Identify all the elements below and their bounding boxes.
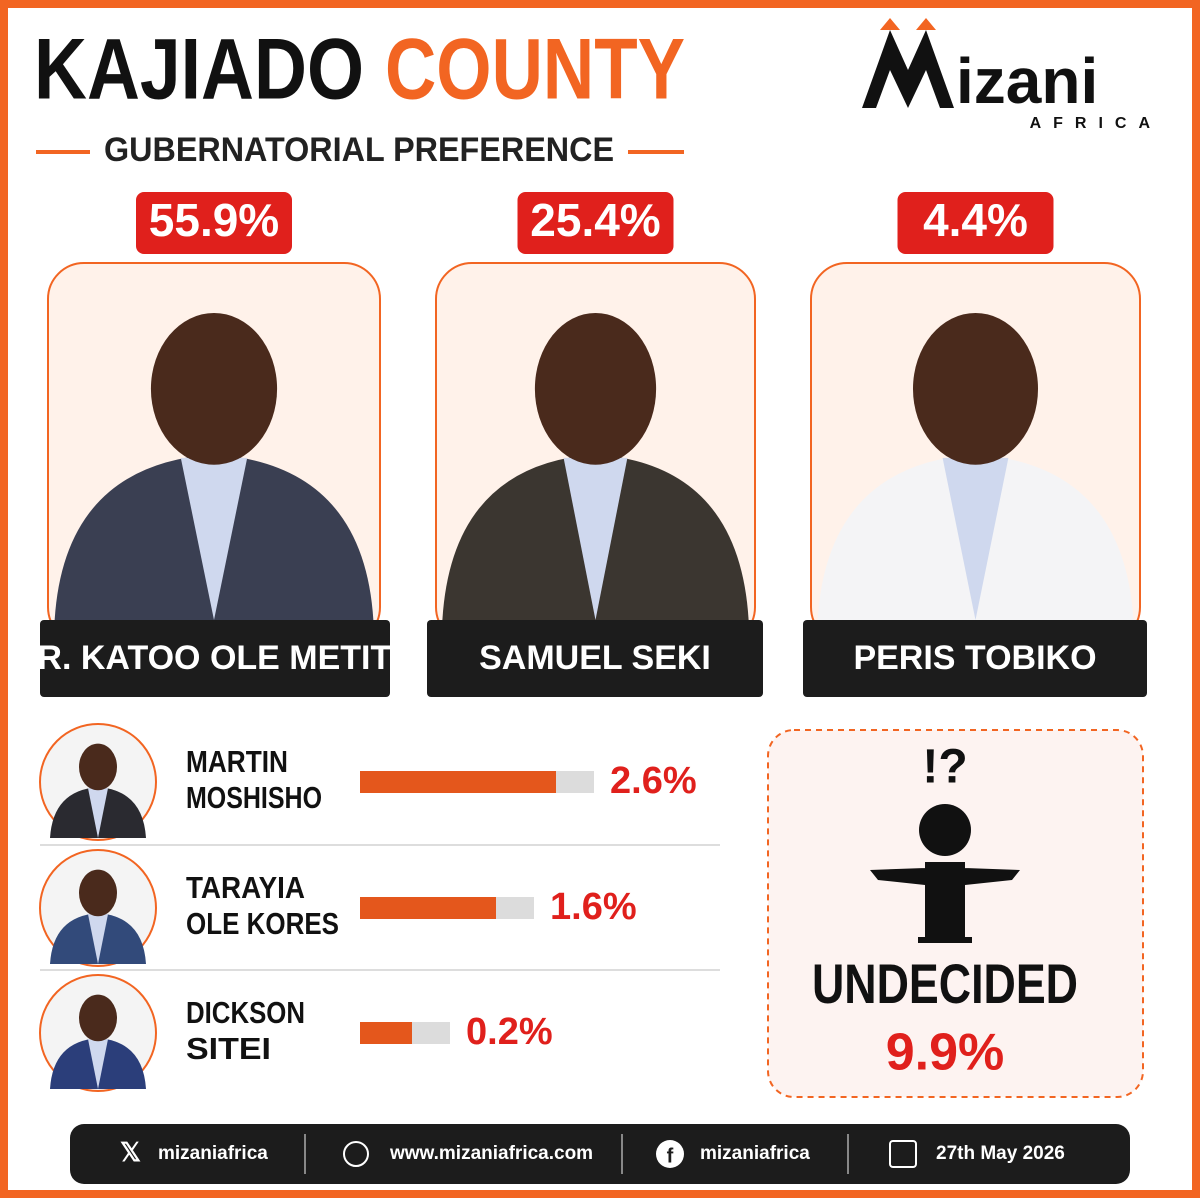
candidate-name: MARTIN [186,744,288,779]
globe-icon [343,1141,369,1167]
person-icon [919,804,971,856]
footer-date: 27th May 2026 [936,1143,1065,1164]
photo-shirt [563,457,628,620]
x-icon: 𝕏 [120,1137,141,1167]
candidate-share: 0.2% [466,1011,553,1053]
leader-share: 25.4% [530,194,660,246]
photo-head [79,994,117,1042]
logo-name: izani [956,45,1098,117]
photo-head [912,312,1039,465]
calendar-icon [889,1140,917,1168]
bar [360,897,496,919]
bar [360,771,556,793]
facebook-icon [656,1140,684,1168]
bar [360,1022,412,1044]
share-pill [897,192,1054,254]
leader-share: 55.9% [149,194,279,246]
footer-bar [70,1124,1130,1184]
photo-head [79,743,117,791]
candidate-share: 1.6% [550,886,637,928]
logo-accent [880,18,936,30]
photo-shirt [88,1039,108,1089]
candidate-name: DICKSON [186,995,305,1030]
title-part2: COUNTY [385,22,685,118]
logo-tagline: AFRICA [1030,115,1162,132]
candidate-name: SITEI [186,1031,271,1066]
candidate-name: MOSHISHO [186,780,322,815]
facebook-icon: f [667,1145,674,1167]
candidate-share: 2.6% [610,760,697,802]
candidate-name: OLE KORES [186,906,339,941]
undecided-share: 9.9% [886,1024,1005,1082]
share-pill [136,192,292,254]
leader-name: SAMUEL SEKI [479,639,711,677]
person-icon [870,862,1020,943]
undecided-icon-text: !? [922,741,967,794]
photo-shirt [88,788,108,838]
logo-mark [862,30,954,108]
subtitle: GUBERNATORIAL PREFERENCE [104,131,614,169]
footer-facebook[interactable]: mizaniafrica [700,1143,810,1164]
leader-share: 4.4% [923,194,1028,246]
leader-name: PERIS TOBIKO [853,639,1096,677]
photo-head [534,312,657,465]
photo-shirt [942,457,1009,620]
name-box [427,620,763,697]
candidate-name: TARAYIA [186,870,305,905]
photo-head [79,869,117,917]
footer-website[interactable]: www.mizaniafrica.com [389,1143,593,1164]
share-pill [517,192,674,254]
undecided-label: UNDECIDED [812,952,1078,1015]
photo-shirt [180,457,248,620]
photo-shirt [88,914,108,964]
title-part1: KAJIADO [34,22,364,118]
name-box [40,620,390,697]
photo-head [150,312,278,465]
leader-name: DR. KATOO OLE METITO [13,639,417,677]
name-box [803,620,1147,697]
footer-x[interactable]: mizaniafrica [158,1143,268,1164]
